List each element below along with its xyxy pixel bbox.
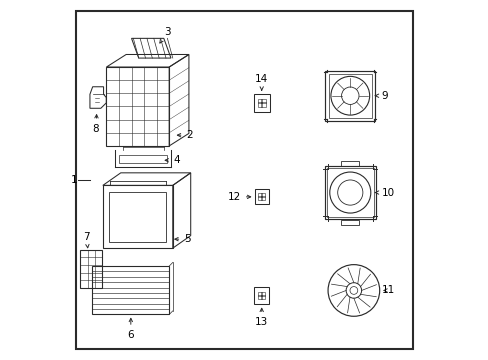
Bar xyxy=(258,292,262,296)
Text: 14: 14 xyxy=(255,74,268,90)
Bar xyxy=(328,74,371,117)
Text: 11: 11 xyxy=(381,285,394,296)
Bar xyxy=(254,287,269,304)
Bar xyxy=(253,94,269,112)
Text: 9: 9 xyxy=(375,91,387,101)
Bar xyxy=(109,192,166,242)
Bar xyxy=(341,161,359,166)
Text: 8: 8 xyxy=(93,114,99,134)
Text: 1: 1 xyxy=(71,175,77,185)
Text: 10: 10 xyxy=(375,188,394,198)
Bar xyxy=(325,71,375,121)
Text: 2: 2 xyxy=(177,130,193,140)
Bar xyxy=(257,99,262,103)
Bar xyxy=(254,189,268,204)
Bar xyxy=(257,103,262,107)
Text: 4: 4 xyxy=(165,155,180,165)
Bar xyxy=(261,292,265,296)
Bar xyxy=(102,185,172,248)
Bar xyxy=(258,295,262,300)
Bar xyxy=(261,197,264,200)
Text: 6: 6 xyxy=(127,318,134,340)
Text: 7: 7 xyxy=(83,232,90,248)
Bar xyxy=(80,250,102,288)
Text: 13: 13 xyxy=(255,308,268,327)
Bar xyxy=(261,295,265,300)
Bar xyxy=(106,67,169,146)
Text: 3: 3 xyxy=(160,27,170,43)
Bar xyxy=(261,99,265,103)
Bar xyxy=(341,220,359,225)
Bar xyxy=(119,154,167,163)
Bar xyxy=(324,166,375,219)
Bar xyxy=(326,168,373,217)
Bar xyxy=(261,103,265,107)
Bar xyxy=(258,193,262,197)
Text: 12: 12 xyxy=(227,192,250,202)
Bar xyxy=(258,197,262,200)
Text: 5: 5 xyxy=(175,234,190,244)
Bar xyxy=(92,266,169,315)
Bar xyxy=(261,193,264,197)
